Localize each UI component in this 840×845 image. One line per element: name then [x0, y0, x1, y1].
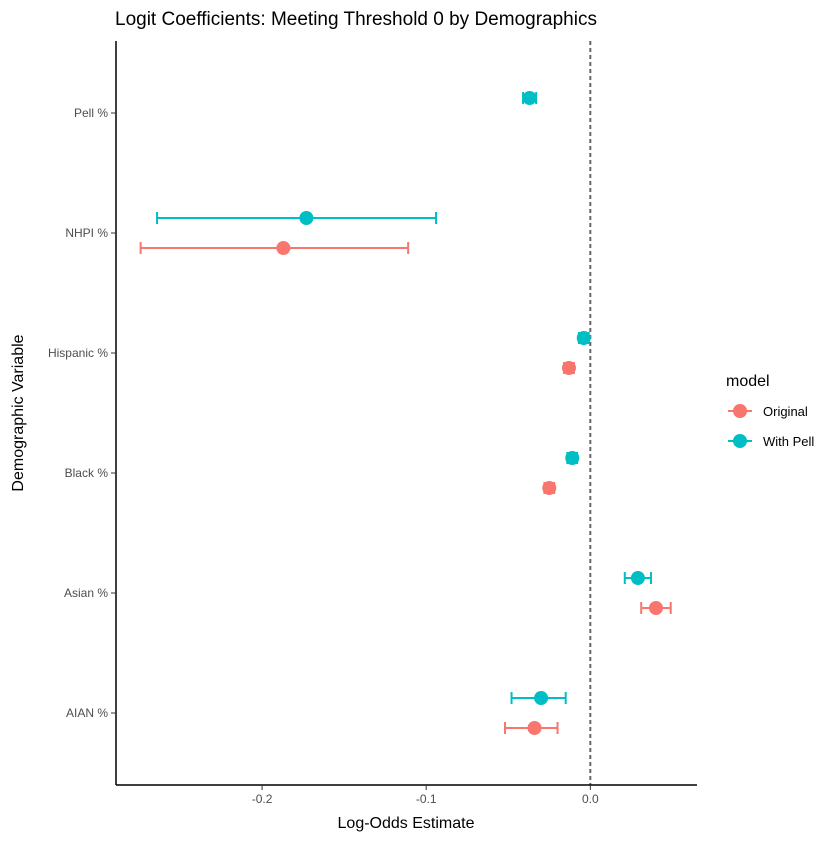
legend: model Original With Pell — [726, 373, 814, 449]
data-point — [522, 91, 537, 105]
x-axis-label: Log-Odds Estimate — [338, 815, 475, 832]
y-tick-label: AIAN % — [66, 706, 108, 720]
data-point — [576, 331, 591, 345]
data-point — [648, 601, 663, 615]
y-tick-label: Hispanic % — [48, 346, 108, 360]
series-original — [139, 241, 672, 735]
legend-key-point — [733, 434, 747, 448]
plot-area: -0.2 -0.1 0.0 Pell % NHPI % Hispanic % Black %… — [48, 41, 697, 806]
legend-title: model — [726, 373, 770, 390]
chart-title: Logit Coefficients: Meeting Threshold 0 … — [115, 9, 597, 30]
x-tick-label: -0.1 — [416, 792, 437, 806]
legend-label: With Pell — [763, 434, 814, 449]
legend-label: Original — [763, 404, 808, 419]
x-tick-label: 0.0 — [582, 792, 599, 806]
legend-key-point — [733, 404, 747, 418]
data-point — [630, 571, 645, 585]
data-point — [276, 241, 291, 255]
y-tick-label: Pell % — [74, 106, 108, 120]
y-tick-label: NHPI % — [65, 226, 108, 240]
y-tick-label: Asian % — [64, 586, 108, 600]
data-point — [565, 451, 580, 465]
data-point — [299, 211, 314, 225]
x-tick-label: -0.2 — [252, 792, 273, 806]
data-point — [542, 481, 557, 495]
data-point — [561, 361, 576, 375]
y-tick-label: Black % — [65, 466, 109, 480]
data-point — [527, 721, 542, 735]
series-with-pell — [156, 91, 653, 705]
data-point — [534, 691, 549, 705]
y-axis-label: Demographic Variable — [10, 334, 27, 491]
